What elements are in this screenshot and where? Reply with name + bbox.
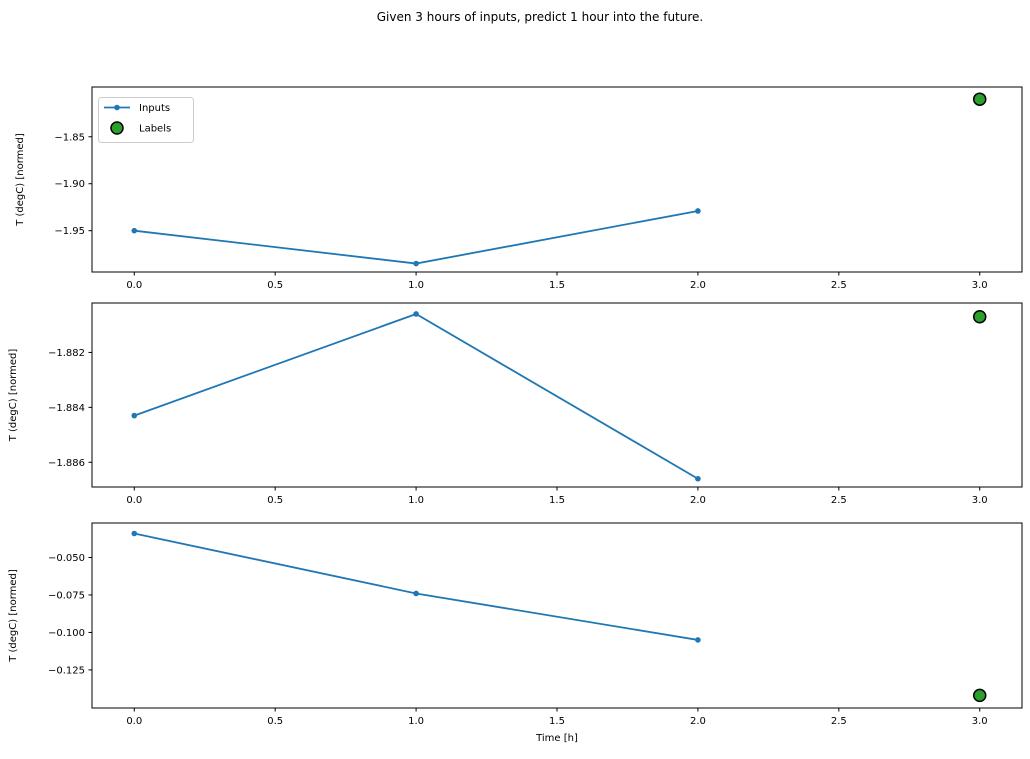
x-tick-label: 1.5 [549,716,565,727]
legend-labels-marker-sample [110,121,124,135]
inputs-marker [695,637,701,643]
x-tick-label: 1.5 [549,280,565,291]
y-tick-label: −0.100 [48,628,85,639]
y-tick-label: −1.884 [48,403,85,414]
labels-marker [972,688,987,703]
y-axis-label: T (degC) [normed] [8,349,19,443]
inputs-marker [131,412,138,419]
y-axis-label: T (degC) [normed] [15,133,26,227]
x-tick-label: 0.5 [267,495,283,506]
y-tick-label: −1.882 [48,348,85,359]
axes-frame [91,522,1023,709]
x-tick-label: 2.5 [831,495,847,506]
x-tick-label: 0.5 [267,716,283,727]
y-tick-label: −1.85 [54,132,85,143]
x-tick-label: 3.0 [972,716,988,727]
inputs-marker [413,590,419,597]
y-tick-label: −0.050 [48,553,85,564]
labels-marker [972,309,987,324]
x-tick-label: 1.0 [408,716,424,727]
x-tick-label: 1.0 [408,280,424,291]
x-tick-label: 2.0 [690,280,706,291]
x-tick-label: 2.5 [831,280,847,291]
axes-frame [91,302,1023,488]
x-tick-label: 0.0 [126,716,142,727]
x-axis-label: Time [h] [535,733,578,744]
subplot-3: 0.0 0.5 1.0 1.5 2.0 2.5 3.0 −0.050 −0.075 −0.100 −… [8,522,1023,744]
x-tick-label: 3.0 [972,280,988,291]
x-tick-label: 2.0 [690,716,706,727]
legend: Inputs Labels [98,97,194,143]
x-tick-label: 2.0 [690,495,706,506]
legend-item-label: Labels [139,124,171,135]
y-axis-label: T (degC) [normed] [8,569,19,663]
legend-item-label: Inputs [139,103,170,114]
y-tick-label: −1.95 [54,226,85,237]
x-tick-label: 1.0 [408,495,424,506]
figure-title: Given 3 hours of inputs, predict 1 hour … [376,10,704,24]
x-tick-label: 0.5 [267,280,283,291]
x-tick-label: 3.0 [972,495,988,506]
legend-inputs-marker-sample [114,104,120,111]
inputs-marker [413,260,419,267]
inputs-marker [413,311,419,317]
axes-frame [91,86,1023,273]
inputs-line [133,312,699,480]
x-tick-label: 0.0 [126,495,142,506]
y-tick-label: −0.075 [48,590,85,601]
x-tick-label: 2.5 [831,716,847,727]
y-tick-label: −1.886 [48,458,85,469]
inputs-line [134,532,699,641]
inputs-marker [695,208,701,214]
x-tick-label: 0.0 [126,280,142,291]
subplot-2: 0.0 0.5 1.0 1.5 2.0 2.5 3.0 −1.882 −1.884 −1.886 T… [8,302,1023,506]
inputs-line [134,210,699,265]
inputs-marker [131,227,138,234]
inputs-marker [131,530,138,537]
y-tick-label: −1.90 [54,179,85,190]
x-tick-label: 1.5 [549,495,565,506]
subplot-1: 0.0 0.5 1.0 1.5 2.0 2.5 3.0 −1.85 −1.90 −1.95 T (d… [15,86,1023,291]
labels-marker [972,92,987,106]
y-tick-label: −0.125 [48,665,85,676]
inputs-marker [695,475,701,482]
